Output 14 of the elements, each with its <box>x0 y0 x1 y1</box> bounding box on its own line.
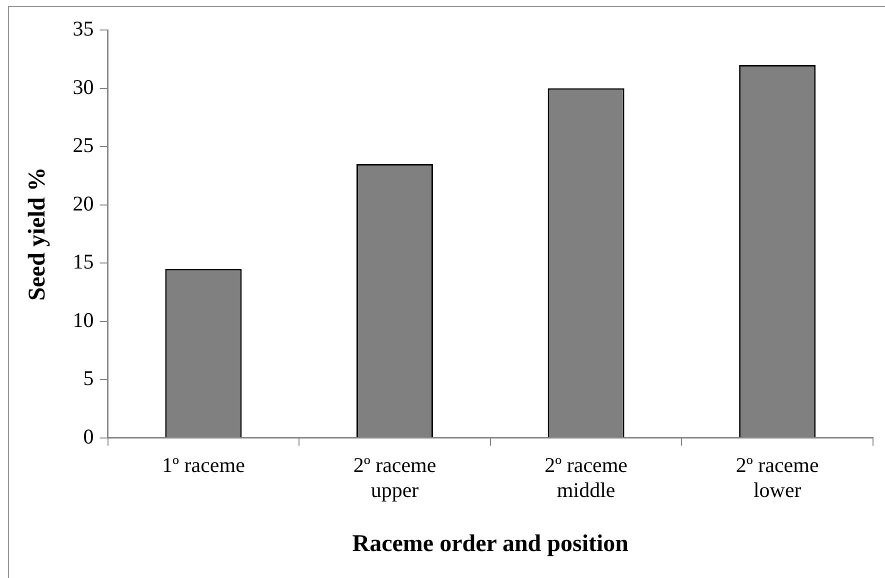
x-axis-title: Raceme order and position <box>352 530 629 557</box>
y-tick-label: 5 <box>83 366 94 390</box>
x-tick-label: 1º raceme <box>162 452 245 477</box>
y-tick-label: 30 <box>72 74 94 99</box>
y-tick-label: 15 <box>72 250 94 274</box>
x-tick-label: 2º raceme middle <box>544 452 628 502</box>
y-tick-label: 10 <box>72 308 94 332</box>
y-tick-label: 20 <box>72 191 94 216</box>
x-tick-label: 2º raceme lower <box>736 452 819 502</box>
y-tick-label: 25 <box>72 133 94 158</box>
y-axis-title: Seed yield % <box>24 167 51 301</box>
y-tick-label: 35 <box>72 16 94 41</box>
y-tick-label: 0 <box>83 424 94 448</box>
x-tick-label: 2º raceme upper <box>353 452 436 502</box>
